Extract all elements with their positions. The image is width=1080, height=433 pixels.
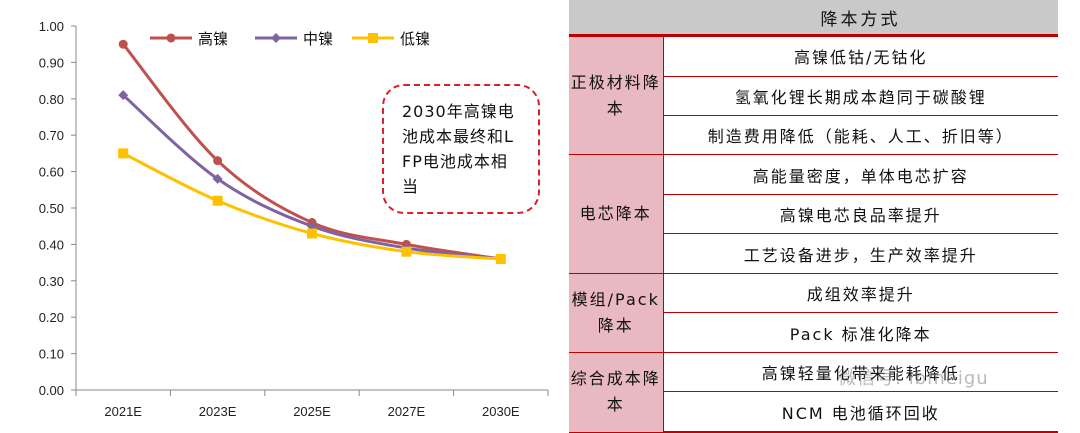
x-tick-label: 2025E [293,404,331,419]
data-point [401,246,412,257]
item-cell: 制造费用降低（能耗、人工、折旧等） [663,115,1058,156]
legend-marker [271,33,281,43]
x-tick-label: 2021E [104,404,142,419]
table-row: Pack 标准化降本 [569,312,1058,353]
table-row: 正极材料降本 高镍低钴/无钴化 [569,35,1058,156]
data-point [118,148,129,159]
data-point [495,253,506,264]
y-tick-label: 0.10 [39,347,64,362]
table-header: 降本方式 [663,0,1058,37]
data-point [212,195,223,206]
table-row: 电芯降本 高能量密度，单体电芯扩容 [569,154,1058,274]
y-tick-label: 0.50 [39,201,64,216]
item-cell: 高镍电芯良品率提升 [663,194,1058,235]
x-tick-label: 2023E [199,404,237,419]
x-tick-label: 2030E [482,404,520,419]
legend-label: 高镍 [198,30,228,48]
category-cell: 综合成本降本 [569,352,664,433]
table-row: NCM 电池循环回收 [569,391,1058,433]
data-point [118,90,129,101]
item-cell: NCM 电池循环回收 [663,391,1058,433]
y-tick-label: 0.60 [39,165,64,180]
table-header-blank [569,0,663,37]
category-cell: 模组/Pack降本 [569,273,664,353]
x-tick-label: 2027E [388,404,426,419]
table-row: 氢氧化锂长期成本趋同于碳酸锂 [569,76,1058,116]
category-cell: 电芯降本 [569,154,664,274]
data-point [118,39,128,49]
cost-reduction-table: 降本方式 正极材料降本 高镍低钴/无钴化 氢氧化锂长期成本趋同于碳酸锂 制造费用降低（… [569,0,1058,433]
annotation-callout: 2030年高镍电池成本最终和LFP电池成本相当 [382,84,540,214]
y-tick-label: 0.80 [39,92,64,107]
table-row: 高镍电芯良品率提升 [569,194,1058,235]
table-row: 综合成本降本 高镍轻量化带来能耗降低 [569,352,1058,433]
item-cell: 工艺设备进步，生产效率提升 [663,233,1058,274]
data-point [307,228,317,239]
table-header-row: 降本方式 [569,0,1058,37]
series-line [122,43,502,261]
data-point [212,173,223,184]
y-tick-label: 1.00 [39,19,64,34]
category-cell: 正极材料降本 [569,35,664,156]
legend-marker [166,33,176,43]
item-cell: 成组效率提升 [663,273,1058,314]
table-row: 模组/Pack降本 成组效率提升 [569,273,1058,353]
y-tick-label: 0.00 [39,383,64,398]
series-line [122,94,501,261]
chart-canvas: 0.00 0.10 0.20 0.30 0.40 0.50 0.60 0.70 0.80 0.90… [39,19,549,419]
legend-label: 中镍 [303,30,333,48]
annotation-text: 2030年高镍电池成本最终和LFP电池成本相当 [402,102,515,196]
data-point [213,156,223,166]
y-tick-label: 0.40 [39,237,64,252]
item-cell: 高能量密度，单体电芯扩容 [663,154,1058,195]
item-cell: 高镍轻量化带来能耗降低 [663,352,1058,393]
y-tick-label: 0.70 [39,128,64,143]
item-cell: 高镍低钴/无钴化 [663,35,1058,77]
table-row: 制造费用降低（能耗、人工、折旧等） [569,115,1058,156]
y-tick-label: 0.90 [39,55,64,70]
cost-line-chart: 0.00 0.10 0.20 0.30 0.40 0.50 0.60 0.70 0.80 0.90… [39,19,549,419]
item-cell: Pack 标准化降本 [663,312,1058,353]
y-tick-label: 0.20 [39,310,64,325]
item-cell: 氢氧化锂长期成本趋同于碳酸锂 [663,76,1058,116]
legend-marker [368,33,378,43]
legend-label: 低镍 [400,30,430,48]
y-tick-label: 0.30 [39,274,64,289]
table-row: 工艺设备进步，生产效率提升 [569,233,1058,274]
